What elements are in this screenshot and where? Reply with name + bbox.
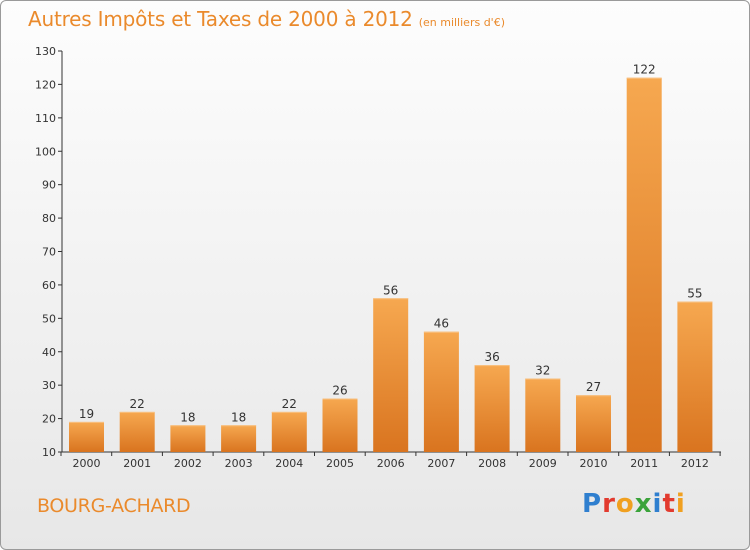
chart-subtitle: (en milliers d'€) — [418, 16, 505, 29]
value-label-2009: 32 — [535, 363, 550, 377]
y-tick-label: 90 — [42, 179, 56, 192]
bar-2009 — [525, 378, 561, 452]
chart-value-labels: 19 22 18 18 22 26 56 46 36 32 27 122 55 — [79, 63, 703, 425]
x-tick-label-2004: 2004 — [275, 457, 303, 470]
bar-2004 — [271, 411, 307, 452]
bar-2012 — [677, 301, 713, 452]
x-tick-label-2007: 2007 — [427, 457, 455, 470]
x-tick-label-2000: 2000 — [73, 457, 101, 470]
y-tick-label: 20 — [42, 413, 56, 426]
value-label-2007: 46 — [434, 317, 449, 331]
x-tick-label-2001: 2001 — [123, 457, 151, 470]
y-tick-label: 50 — [42, 312, 56, 325]
y-tick-label: 100 — [35, 145, 56, 158]
x-tick-label-2005: 2005 — [326, 457, 354, 470]
x-tick-label-2011: 2011 — [630, 457, 658, 470]
logo-letter: i — [675, 489, 686, 519]
chart-axes: 10 20 30 40 50 60 70 80 90 100 110 120 130 2000 2001 20… — [35, 45, 721, 470]
bar-2010 — [576, 395, 611, 452]
bar-2007 — [423, 331, 459, 452]
y-tick-label: 80 — [42, 212, 56, 225]
y-tick-label: 40 — [42, 346, 56, 359]
value-label-2006: 56 — [383, 283, 398, 297]
bar-2008 — [474, 365, 510, 452]
chart-title: Autres Impôts et Taxes de 2000 à 2012 — [28, 7, 413, 31]
x-tick-label-2009: 2009 — [529, 457, 557, 470]
value-label-2011: 122 — [633, 63, 656, 77]
value-label-2005: 26 — [332, 384, 347, 398]
y-tick-label: 10 — [42, 446, 56, 459]
logo-letter: t — [662, 489, 676, 519]
value-label-2002: 18 — [180, 410, 195, 424]
bar-2011 — [626, 77, 662, 452]
y-tick-label: 120 — [35, 78, 56, 91]
logo-letter: r — [602, 489, 616, 519]
bar-2002 — [170, 425, 206, 452]
logo-letter: o — [615, 489, 635, 519]
y-tick-label: 30 — [42, 379, 56, 392]
x-tick-label-2012: 2012 — [681, 457, 709, 470]
chart-bars — [69, 77, 713, 452]
value-label-2000: 19 — [79, 407, 94, 421]
chart-title-row: Autres Impôts et Taxes de 2000 à 2012 (en… — [28, 7, 505, 31]
x-tick-label-2003: 2003 — [225, 457, 253, 470]
commune-name: BOURG-ACHARD — [37, 495, 191, 517]
bar-2003 — [221, 425, 257, 452]
y-tick-label: 70 — [42, 246, 56, 259]
bar-2005 — [322, 398, 358, 452]
logo-letter: x — [634, 489, 653, 519]
value-label-2010: 27 — [586, 380, 601, 394]
logo-letter: P — [582, 489, 603, 519]
x-tick-label-2010: 2010 — [580, 457, 608, 470]
x-tick-label-2002: 2002 — [174, 457, 202, 470]
y-tick-label: 130 — [35, 45, 56, 58]
value-label-2001: 22 — [130, 397, 145, 411]
value-label-2012: 55 — [687, 287, 702, 301]
logo-letter: i — [652, 489, 663, 519]
value-label-2003: 18 — [231, 410, 246, 424]
y-tick-label: 60 — [42, 279, 56, 292]
value-label-2004: 22 — [282, 397, 297, 411]
bar-2000 — [69, 421, 104, 452]
value-label-2008: 36 — [484, 350, 499, 364]
y-tick-label: 110 — [35, 112, 56, 125]
x-tick-label-2006: 2006 — [377, 457, 405, 470]
bar-2006 — [373, 298, 409, 452]
proxiti-logo[interactable]: Proxiti — [582, 489, 686, 519]
bar-2001 — [119, 411, 155, 452]
x-tick-label-2008: 2008 — [478, 457, 506, 470]
